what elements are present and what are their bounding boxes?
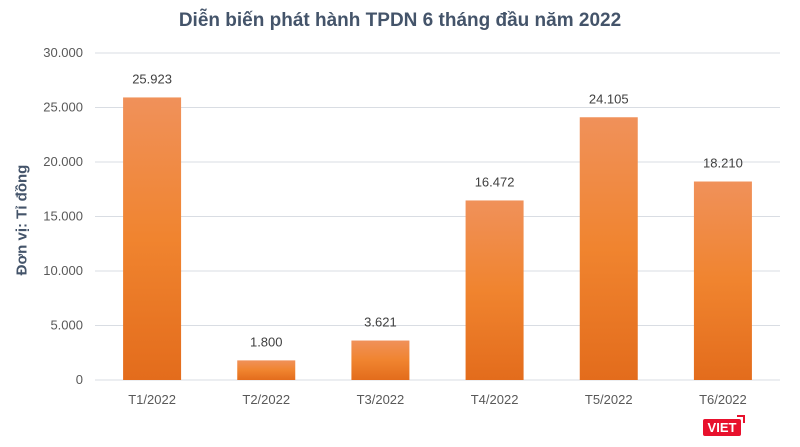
x-tick-label: T1/2022	[128, 392, 176, 407]
bar-t1-2022	[123, 97, 182, 380]
data-label: 3.621	[364, 315, 397, 330]
y-tick-label: 10.000	[43, 263, 83, 278]
vietnamnet-logo: VIET	[703, 415, 745, 436]
data-label: 24.105	[589, 91, 629, 106]
x-tick-label: T5/2022	[585, 392, 633, 407]
y-tick-label: 0	[76, 372, 83, 387]
data-label: 1.800	[250, 334, 283, 349]
y-tick-label: 20.000	[43, 154, 83, 169]
x-tick-label: T6/2022	[699, 392, 747, 407]
x-tick-label: T3/2022	[357, 392, 405, 407]
y-tick-label: 5.000	[50, 318, 83, 333]
y-tick-label: 30.000	[43, 45, 83, 60]
y-tick-label: 25.000	[43, 100, 83, 115]
bar-t4-2022	[465, 200, 524, 380]
y-tick-label: 15.000	[43, 209, 83, 224]
bar-t2-2022	[237, 360, 296, 380]
bar-t6-2022	[693, 181, 752, 380]
chart-title: Diễn biến phát hành TPDN 6 tháng đầu năm…	[178, 10, 622, 31]
data-label: 16.472	[475, 174, 515, 189]
data-label: 18.210	[703, 156, 743, 171]
bar-t3-2022	[351, 340, 410, 380]
data-label: 25.923	[132, 71, 172, 86]
x-tick-label: T2/2022	[242, 392, 290, 407]
x-tick-label: T4/2022	[471, 392, 519, 407]
bar-t5-2022	[579, 117, 638, 381]
